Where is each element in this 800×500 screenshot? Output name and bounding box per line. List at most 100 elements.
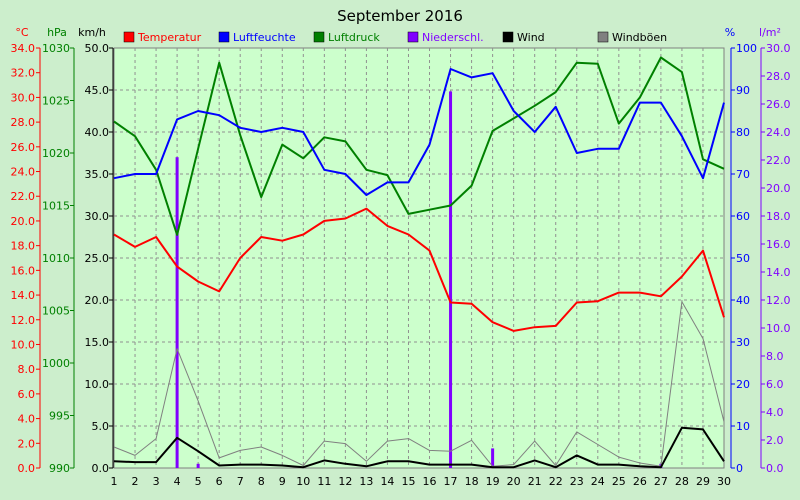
press-tick-label: 1020 — [42, 147, 70, 160]
hum-tick-label: 40 — [736, 294, 750, 307]
rain-tick-label: 24.0 — [766, 126, 791, 139]
press-tick-label: 1010 — [42, 252, 70, 265]
x-tick-label: 25 — [612, 475, 626, 488]
hum-tick-label: 70 — [736, 168, 750, 181]
rain-bar — [196, 463, 200, 468]
x-tick-label: 13 — [359, 475, 373, 488]
x-tick-label: 19 — [486, 475, 500, 488]
temp-tick-label: 10.0 — [11, 338, 36, 351]
wind-tick-label: 45.0 — [85, 84, 110, 97]
chart-title: September 2016 — [337, 7, 463, 25]
wind-tick-label: 0.0 — [92, 462, 110, 475]
x-tick-label: 6 — [216, 475, 223, 488]
legend-swatch — [313, 31, 325, 43]
legend-label: Temperatur — [137, 31, 202, 44]
rain-tick-label: 20.0 — [766, 182, 791, 195]
legend-swatch — [407, 31, 419, 43]
press-tick-label: 1025 — [42, 95, 70, 108]
temp-tick-label: 30.0 — [11, 91, 36, 104]
rain-tick-label: 12.0 — [766, 294, 791, 307]
wind-tick-label: 50.0 — [85, 42, 110, 55]
x-tick-label: 5 — [195, 475, 202, 488]
hum-axis-unit: % — [725, 26, 735, 39]
x-tick-label: 11 — [317, 475, 331, 488]
x-tick-label: 24 — [591, 475, 605, 488]
temp-tick-label: 22.0 — [11, 190, 36, 203]
x-tick-label: 26 — [633, 475, 647, 488]
wind-tick-label: 5.0 — [92, 420, 110, 433]
rain-tick-label: 30.0 — [766, 42, 791, 55]
rain-tick-label: 14.0 — [766, 266, 791, 279]
x-tick-label: 2 — [132, 475, 139, 488]
temp-tick-label: 34.0 — [11, 42, 36, 55]
rain-tick-label: 6.0 — [766, 378, 784, 391]
rain-tick-label: 2.0 — [766, 434, 784, 447]
rain-tick-label: 16.0 — [766, 238, 791, 251]
legend-label: Niederschl. — [422, 31, 484, 44]
wind-tick-label: 25.0 — [85, 252, 110, 265]
hum-tick-label: 30 — [736, 336, 750, 349]
rain-tick-label: 28.0 — [766, 70, 791, 83]
legend-swatch — [597, 31, 609, 43]
press-tick-label: 990 — [49, 462, 70, 475]
press-tick-label: 1000 — [42, 357, 70, 370]
legend-label: Windböen — [612, 31, 667, 44]
wind-tick-label: 20.0 — [85, 294, 110, 307]
x-tick-label: 12 — [338, 475, 352, 488]
press-axis-unit: hPa — [47, 26, 67, 39]
legend-label: Wind — [517, 31, 545, 44]
series-line-temperatur — [113, 207, 725, 332]
legend-swatch — [218, 31, 230, 43]
x-tick-label: 15 — [401, 475, 415, 488]
series-line-luftfeuchte — [113, 68, 725, 196]
rain-tick-label: 18.0 — [766, 210, 791, 223]
hum-tick-label: 100 — [736, 42, 757, 55]
wind-tick-label: 40.0 — [85, 126, 110, 139]
rain-bar — [491, 448, 495, 468]
temp-tick-label: 24.0 — [11, 166, 36, 179]
rain-tick-label: 26.0 — [766, 98, 791, 111]
x-tick-label: 18 — [465, 475, 479, 488]
wind-axis-unit: km/h — [78, 26, 106, 39]
hum-tick-label: 60 — [736, 210, 750, 223]
x-tick-label: 20 — [507, 475, 521, 488]
temp-tick-label: 4.0 — [18, 413, 36, 426]
rain-tick-label: 22.0 — [766, 154, 791, 167]
temp-tick-label: 32.0 — [11, 67, 36, 80]
x-tick-label: 8 — [258, 475, 265, 488]
temp-tick-label: 8.0 — [18, 363, 36, 376]
x-tick-label: 14 — [380, 475, 394, 488]
series-line-windben — [113, 301, 725, 467]
wind-tick-label: 15.0 — [85, 336, 110, 349]
hum-tick-label: 90 — [736, 84, 750, 97]
rain-tick-label: 8.0 — [766, 350, 784, 363]
wind-tick-label: 10.0 — [85, 378, 110, 391]
x-tick-label: 9 — [279, 475, 286, 488]
x-tick-label: 3 — [153, 475, 160, 488]
x-tick-label: 27 — [654, 475, 668, 488]
x-tick-label: 16 — [423, 475, 437, 488]
x-tick-label: 29 — [696, 475, 710, 488]
temp-tick-label: 2.0 — [18, 437, 36, 450]
rain-tick-label: 0.0 — [766, 462, 784, 475]
temp-tick-label: 16.0 — [11, 264, 36, 277]
x-tick-label: 17 — [444, 475, 458, 488]
x-tick-label: 23 — [570, 475, 584, 488]
press-tick-label: 1015 — [42, 200, 70, 213]
press-tick-label: 1030 — [42, 42, 70, 55]
hum-tick-label: 80 — [736, 126, 750, 139]
series-line-wind — [113, 426, 725, 469]
rain-bar — [175, 157, 179, 468]
x-tick-label: 22 — [549, 475, 563, 488]
temp-tick-label: 26.0 — [11, 141, 36, 154]
legend-label: Luftfeuchte — [233, 31, 296, 44]
x-tick-label: 28 — [675, 475, 689, 488]
rain-bar — [449, 91, 453, 469]
x-tick-label: 10 — [296, 475, 310, 488]
x-tick-label: 4 — [174, 475, 181, 488]
temp-axis-unit: °C — [15, 26, 29, 39]
series-line-luftdruck — [113, 56, 725, 236]
press-tick-label: 995 — [49, 410, 70, 423]
legend-swatch — [123, 31, 135, 43]
